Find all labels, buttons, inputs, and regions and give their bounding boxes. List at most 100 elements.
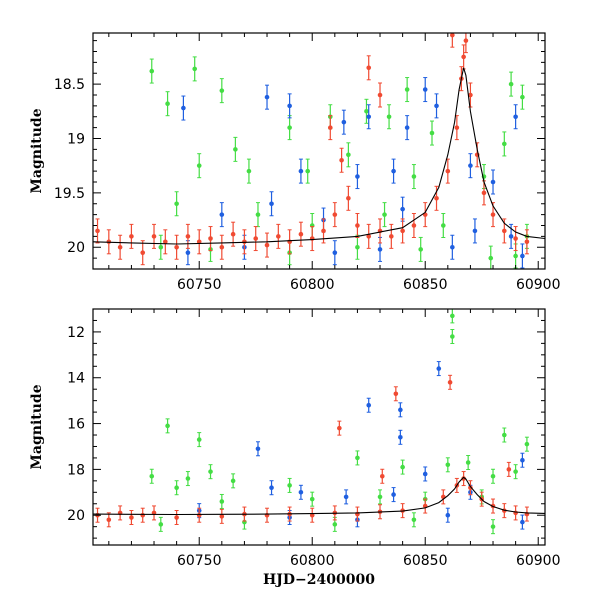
plot-frame [92, 308, 546, 546]
data-point [450, 33, 455, 48]
data-point [276, 223, 281, 249]
data-point [450, 309, 455, 324]
data-point [465, 455, 471, 471]
data-point [298, 484, 304, 500]
data-point [106, 512, 112, 528]
y-axis-label: Magnitude [29, 384, 45, 469]
data-point [181, 95, 186, 121]
data-point [366, 104, 372, 130]
data-point [472, 218, 478, 244]
data-point [520, 243, 525, 269]
data-point [192, 56, 197, 82]
data-series [95, 33, 530, 266]
model-curve [93, 67, 545, 245]
data-point [269, 191, 274, 217]
data-point [400, 196, 405, 222]
data-point [481, 180, 487, 206]
data-point [117, 505, 123, 521]
data-point [332, 202, 338, 228]
data-point [165, 91, 170, 117]
data-point [422, 466, 428, 482]
data-point [287, 93, 292, 119]
data-point [524, 506, 530, 522]
data-point [377, 218, 383, 244]
data-point [233, 136, 238, 162]
data-point [524, 436, 530, 452]
data-point [140, 507, 146, 523]
x-tick-label: 60900 [516, 553, 561, 569]
data-point [355, 164, 360, 190]
data-point [422, 77, 428, 103]
data-point [391, 158, 396, 184]
data-point [174, 191, 179, 217]
y-tick-label: 16 [67, 417, 85, 433]
data-point [346, 142, 351, 168]
data-point [502, 427, 507, 443]
data-point [391, 487, 396, 503]
data-point [366, 223, 372, 249]
data-point [379, 468, 385, 484]
data-point [366, 55, 372, 81]
data-point [185, 471, 191, 487]
data-point [386, 104, 392, 130]
data-point [158, 234, 164, 260]
data-point [305, 158, 311, 184]
data-point [346, 185, 351, 211]
data-point [219, 202, 225, 228]
data-point [264, 507, 270, 523]
plot-area [93, 309, 545, 535]
data-point [513, 226, 518, 252]
data-point [140, 240, 146, 266]
data-point [269, 480, 274, 496]
data-point [436, 361, 442, 377]
data-point [196, 229, 202, 255]
data-point [219, 78, 225, 104]
data-point [208, 226, 213, 252]
data-point [151, 505, 157, 521]
data-point [513, 464, 518, 480]
data-point [219, 508, 225, 524]
data-point [230, 473, 236, 489]
data-point [490, 169, 496, 195]
data-series [95, 374, 530, 528]
data-point [328, 115, 333, 141]
data-point [404, 77, 410, 103]
data-point [355, 450, 360, 466]
data-point [255, 202, 261, 228]
data-point [450, 328, 455, 344]
data-point [398, 402, 403, 418]
y-tick-label: 19 [67, 131, 85, 147]
data-point [332, 240, 338, 266]
x-tick-label: 60900 [516, 277, 561, 293]
x-tick-label: 60800 [290, 277, 335, 293]
data-point [149, 468, 155, 484]
data-point [129, 223, 134, 249]
data-point [441, 212, 446, 238]
data-point [196, 153, 202, 179]
data-point [400, 218, 405, 244]
bottom-panel: 60750 60800 60850 60900 12 14 16 18 20 Magnitude H… [29, 308, 561, 588]
data-point [411, 212, 417, 238]
data-point [287, 477, 292, 493]
data-point [246, 158, 252, 184]
y-axis-label: Magnitude [29, 108, 45, 193]
data-point [434, 185, 439, 211]
data-point [447, 374, 453, 390]
data-point [149, 58, 155, 84]
data-point [343, 489, 349, 505]
data-point [117, 234, 123, 260]
y-tick-label: 20 [67, 240, 85, 256]
data-point [174, 480, 179, 496]
x-tick-label: 60850 [403, 553, 448, 569]
x-tick-label: 60750 [177, 553, 222, 569]
data-point [520, 514, 525, 530]
data-series [196, 361, 525, 530]
data-point [355, 234, 360, 260]
data-point [393, 386, 399, 402]
data-point [422, 498, 428, 514]
x-tick-label: 60800 [290, 553, 335, 569]
data-point [309, 491, 315, 507]
y-tick-label: 18 [67, 462, 85, 478]
data-point [445, 507, 451, 523]
data-point [429, 120, 435, 146]
